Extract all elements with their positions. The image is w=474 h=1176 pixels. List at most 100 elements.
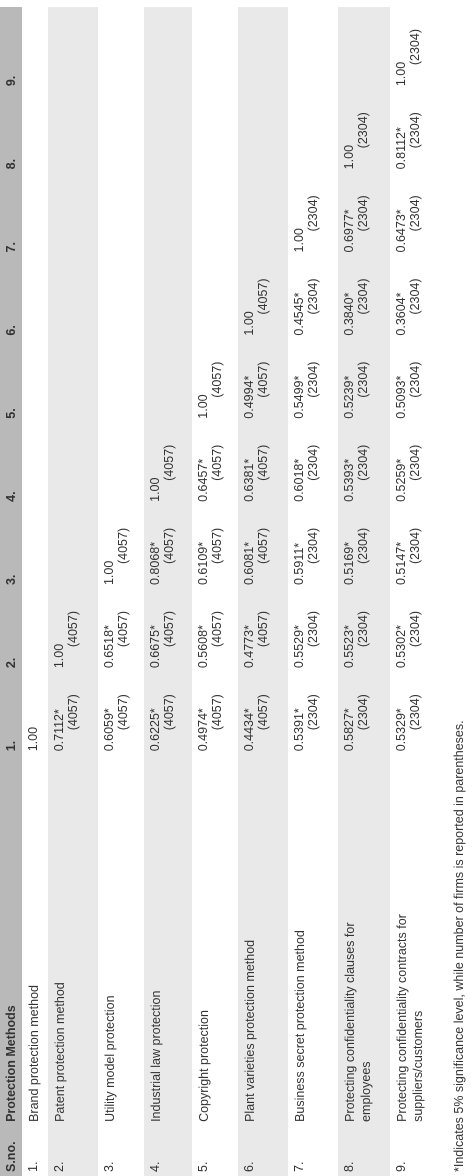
table-row: 4. Industrial law protection 0.6225* (4057)… (144, 7, 192, 1176)
firm-count: (2304) (306, 527, 320, 565)
firm-count: (4057) (210, 527, 224, 565)
firm-count: (2304) (306, 444, 320, 481)
value-cell (238, 7, 288, 91)
method-name: Protecting confidentiality clauses for e… (343, 922, 373, 1122)
coefficient: 0.5529* (292, 625, 306, 669)
firm-count: (4057) (162, 694, 176, 731)
method-name: Business secret protection method (293, 930, 307, 1122)
coefficient: 0.5523* (342, 625, 356, 669)
firm-count: (4057) (256, 278, 270, 315)
firm-count: (2304) (356, 361, 370, 398)
firm-count: (4057) (116, 694, 130, 731)
coefficient: 1.00 (342, 144, 356, 170)
firm-count: (4057) (162, 611, 176, 648)
value-cell (192, 7, 238, 90)
row-number: 9. (394, 1161, 408, 1172)
method-cell: Brand protection method (22, 755, 48, 1126)
value-cell: 0.5259* (2304) (390, 423, 444, 506)
coefficient: 0.6977* (342, 209, 356, 253)
value-cell (192, 256, 238, 339)
table-row: 1. Brand protection method 1.00 (22, 7, 48, 1176)
coefficient: 0.3840* (342, 292, 356, 336)
coefficient: 0.6059* (102, 708, 116, 752)
value-cell (22, 256, 48, 339)
coefficient: 0.5499* (292, 375, 306, 419)
firm-count: (4057) (116, 611, 130, 648)
value-cell (98, 256, 144, 339)
value-cell (144, 90, 192, 174)
value-cell (98, 173, 144, 256)
method-cell: Protecting confidentiality clauses for e… (338, 755, 390, 1126)
row-number: 8. (338, 1125, 390, 1176)
value-cell (144, 339, 192, 423)
coefficient: 1.00 (292, 228, 306, 253)
table-row: 2. Patent protection method 0.7112* (4057) 1… (48, 7, 98, 1176)
value-cell: 0.5391* (2304) (288, 672, 338, 755)
value-cell (144, 256, 192, 340)
value-cell (22, 90, 48, 173)
value-cell (98, 7, 144, 90)
value-cell (144, 7, 192, 91)
firm-count: (2304) (408, 694, 422, 731)
value-cell: 0.5329* (2304) (390, 672, 444, 755)
row-number: 4. (144, 1125, 192, 1176)
firm-count: (2304) (356, 611, 370, 648)
firm-count: (2304) (408, 527, 422, 565)
firm-count: (2304) (356, 112, 370, 149)
method-name: Industrial law protection (149, 990, 163, 1122)
value-cell: 0.6518* (4057) (98, 589, 144, 672)
method-cell: Protecting confidentiality contracts for… (390, 755, 444, 1126)
firm-count: (2304) (408, 112, 422, 149)
firm-count: (2304) (306, 611, 320, 648)
row-number: 7. (292, 1161, 306, 1172)
firm-count: (2304) (356, 694, 370, 731)
coefficient: 0.8112* (394, 127, 408, 170)
value-cell: 0.4974* (4057) (192, 672, 238, 755)
column-header: 7. (0, 173, 22, 257)
value-cell (288, 7, 338, 90)
value-cell (288, 90, 338, 173)
column-header: 3. (0, 505, 22, 590)
value-cell: 0.6018* (2304) (288, 423, 338, 506)
firm-count: (4057) (256, 444, 270, 481)
firm-count: (2304) (306, 195, 320, 232)
coefficient: 0.6518* (102, 625, 116, 669)
value-cell: 0.8068* (4057) (144, 505, 192, 590)
firm-count: (4057) (162, 527, 176, 565)
value-cell: 0.5093* (2304) (390, 340, 444, 423)
correlation-table: S.no. Protection Methods 1. 2. 3. 4. 5. 6. 7. 8. 9… (0, 7, 444, 1176)
value-cell (192, 90, 238, 173)
value-cell: 1.00 (4057) (48, 589, 98, 673)
coefficient: 1.00 (196, 394, 210, 419)
coefficient: 0.6473* (394, 209, 408, 253)
value-cell (48, 256, 98, 340)
firm-count: (4057) (66, 611, 80, 648)
value-cell: 1.00 (2304) (338, 90, 390, 174)
value-cell: 0.6059* (4057) (98, 672, 144, 755)
value-cell (48, 505, 98, 590)
coefficient: 1.00 (52, 643, 66, 669)
table-row: 3. Utility model protection 0.6059* (4057) 0… (98, 7, 144, 1176)
value-cell (48, 7, 98, 91)
method-name: Utility model protection (103, 995, 117, 1122)
firm-count: (2304) (408, 29, 422, 66)
value-cell (192, 173, 238, 256)
coefficient: 1.00 (26, 726, 40, 752)
coefficient: 0.7112* (52, 709, 66, 752)
value-cell (98, 90, 144, 173)
value-cell: 0.5529* (2304) (288, 589, 338, 672)
coefficient: 0.3604* (394, 292, 408, 336)
row-number: 2. (48, 1125, 98, 1176)
column-header: 1. (0, 672, 22, 756)
column-header: Protection Methods (0, 755, 22, 1126)
firm-count: (2304) (306, 361, 320, 398)
firm-count: (4057) (210, 444, 224, 481)
value-cell: 1.00 (2304) (390, 7, 444, 90)
value-cell (48, 339, 98, 423)
value-cell: 1.00 (4057) (192, 340, 238, 423)
table-row: 8. Protecting confidentiality clauses for… (338, 7, 390, 1176)
method-name: Brand protection method (27, 985, 41, 1122)
row-number: 1. (26, 1161, 40, 1172)
